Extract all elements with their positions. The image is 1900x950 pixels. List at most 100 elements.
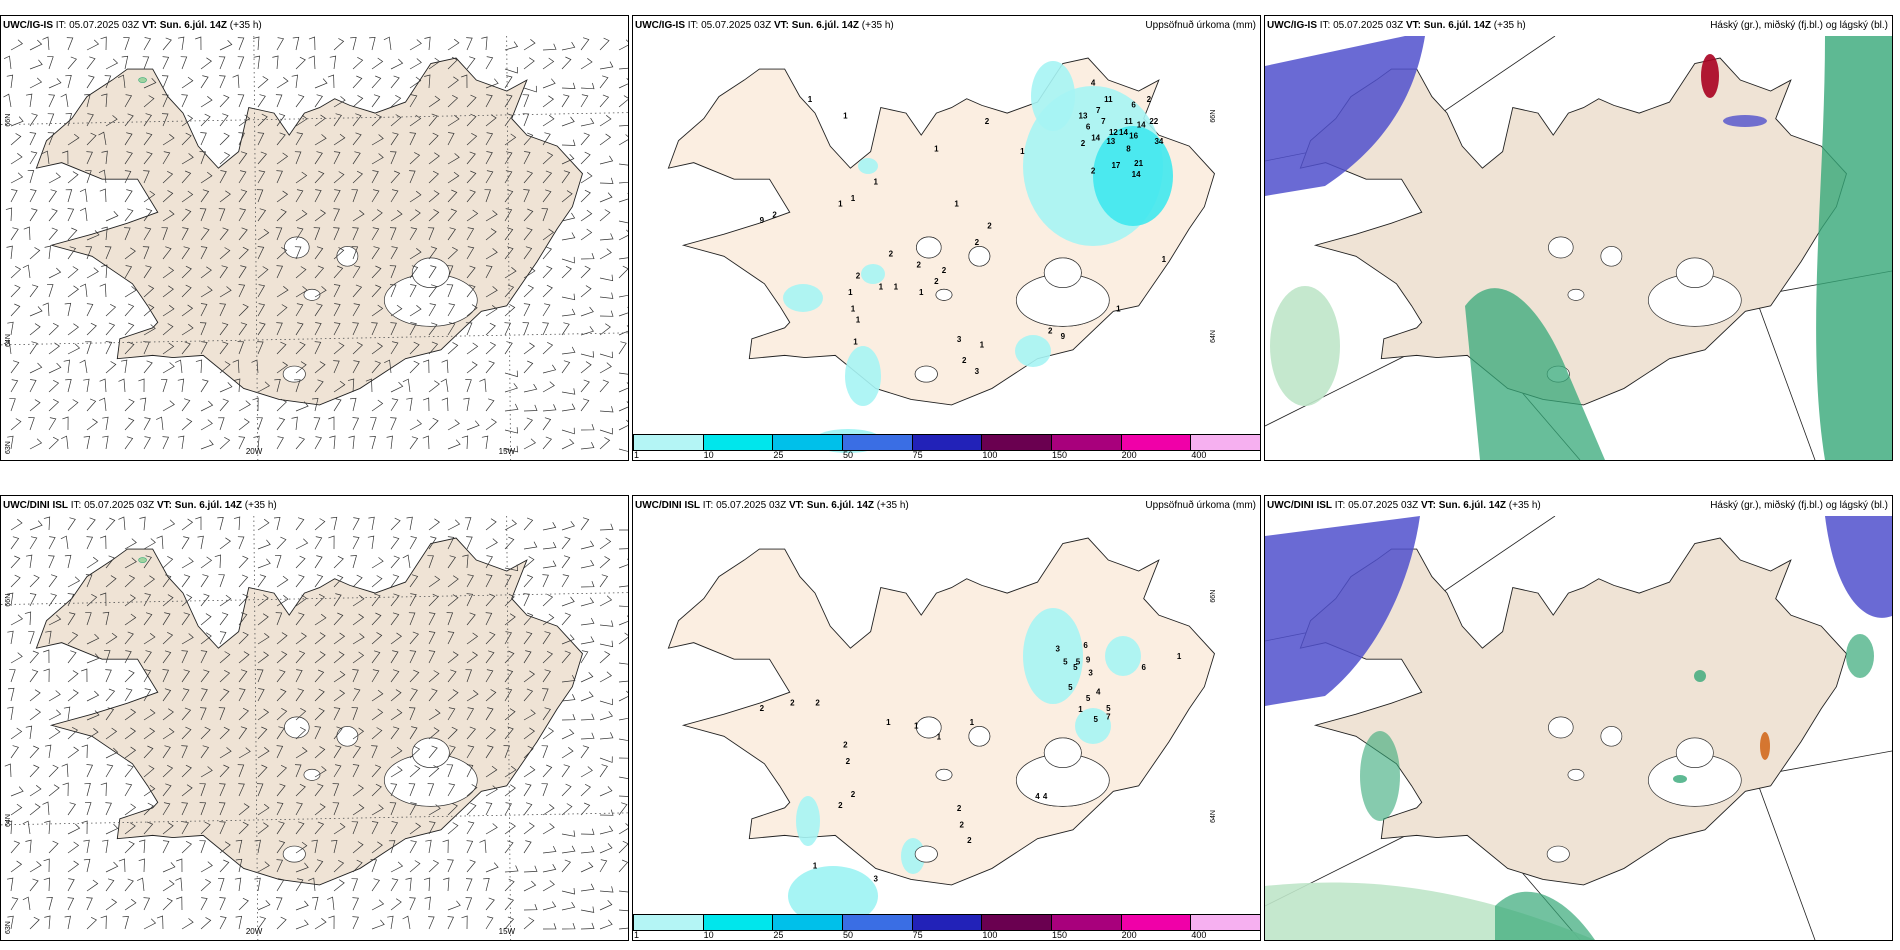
precip-area: [861, 264, 885, 284]
precip-value-label: 1: [851, 194, 856, 203]
wind-barb: [86, 764, 94, 778]
wind-barb: [351, 707, 359, 721]
wind-barb: [561, 308, 576, 317]
wind-barb: [29, 151, 38, 165]
wind-barb: [235, 915, 243, 930]
wind-barb: [162, 246, 172, 260]
wind-barb: [561, 322, 570, 336]
wind-barb: [352, 669, 359, 683]
precip-value-label: 1: [879, 282, 884, 291]
wind-barb: [333, 342, 345, 355]
wind-barb: [409, 190, 422, 203]
wind-barb: [428, 152, 440, 165]
wind-barb: [618, 605, 628, 607]
wind-barb: [6, 245, 13, 260]
model-name: UWC/DINI ISL: [3, 500, 68, 511]
wind-barb: [143, 727, 156, 740]
wind-barb: [294, 151, 302, 165]
wind-barb: [352, 613, 365, 626]
wind-barb: [86, 710, 100, 721]
wind-barb: [542, 541, 557, 550]
wind-barb: [371, 764, 382, 778]
wind-barb: [542, 341, 554, 355]
wind-barb: [466, 612, 476, 626]
wind-barb: [314, 134, 327, 146]
wind-barb: [102, 839, 109, 854]
wind-barb: [29, 132, 37, 146]
wind-barb: [10, 153, 23, 165]
wind-barb: [276, 764, 287, 778]
wind-barb: [124, 322, 135, 336]
wind-barb: [485, 418, 497, 431]
glacier-outline: [1675, 737, 1714, 769]
wind-barb: [371, 841, 383, 854]
wind-barb: [43, 649, 50, 664]
wind-barb: [10, 360, 20, 374]
wind-barb: [162, 688, 172, 702]
wind-barb: [504, 669, 514, 683]
wind-barb: [7, 687, 15, 702]
wind-barb: [504, 370, 518, 378]
wind-barb: [199, 802, 207, 816]
wind-barb: [200, 303, 208, 317]
wind-barb: [124, 764, 134, 778]
colorbar-tick-label: 25: [773, 450, 784, 460]
wind-barb: [371, 557, 384, 569]
wind-barb: [48, 172, 61, 184]
wind-barb: [238, 747, 251, 759]
wind-barb: [86, 879, 99, 892]
wind-barb: [485, 897, 495, 911]
wind-barb: [352, 284, 363, 298]
wind-barb: [352, 633, 365, 645]
wind-barb: [181, 669, 190, 683]
lat-label: 63N: [5, 921, 12, 934]
wind-barb: [291, 74, 299, 89]
colorbar-swatch: [702, 914, 774, 931]
wind-barb: [314, 574, 324, 588]
wind-barb: [124, 878, 134, 892]
wind-barb: [257, 861, 270, 873]
wind-barb: [409, 860, 421, 873]
precip-area: [796, 796, 820, 846]
wind-barb: [161, 227, 168, 241]
wind-barb: [276, 322, 283, 336]
wind-barb: [105, 211, 119, 222]
glacier-outline: [968, 245, 991, 267]
wind-barb: [29, 574, 40, 588]
wind-barb: [295, 783, 306, 797]
wind-barb: [162, 56, 170, 70]
wind-barb: [219, 382, 233, 393]
wind-barb: [238, 114, 251, 127]
wind-barb: [561, 574, 570, 588]
wind-barb: [218, 802, 226, 816]
wind-barb: [122, 916, 129, 930]
wind-barb: [390, 669, 400, 683]
wind-barb: [523, 246, 533, 260]
vt-label: VT:: [788, 500, 804, 511]
wind-barb: [599, 651, 611, 664]
wind-barb: [352, 170, 363, 184]
wind-barb: [333, 707, 341, 721]
wind-barb: [276, 190, 289, 203]
wind-barb: [599, 61, 614, 70]
wind-barb: [447, 322, 456, 336]
wind-barb: [504, 822, 516, 835]
precip-value-label: 7: [1101, 117, 1106, 126]
high-cloud-area: [1495, 891, 1595, 940]
wind-barb: [409, 822, 422, 835]
wind-barb: [256, 783, 264, 797]
wind-barb: [542, 574, 549, 588]
wind-barb: [369, 37, 376, 51]
wind-barb: [181, 190, 194, 203]
wind-barb: [29, 593, 37, 607]
wind-barb: [618, 95, 628, 108]
wind-barb: [580, 423, 595, 431]
wind-barb: [257, 803, 270, 816]
wind-barb: [143, 417, 151, 431]
wind-barb: [29, 284, 39, 298]
wind-barb: [124, 398, 135, 412]
wind-barb: [542, 246, 552, 260]
precip-value-label: 4: [1096, 687, 1101, 696]
wind-barb: [238, 227, 248, 241]
